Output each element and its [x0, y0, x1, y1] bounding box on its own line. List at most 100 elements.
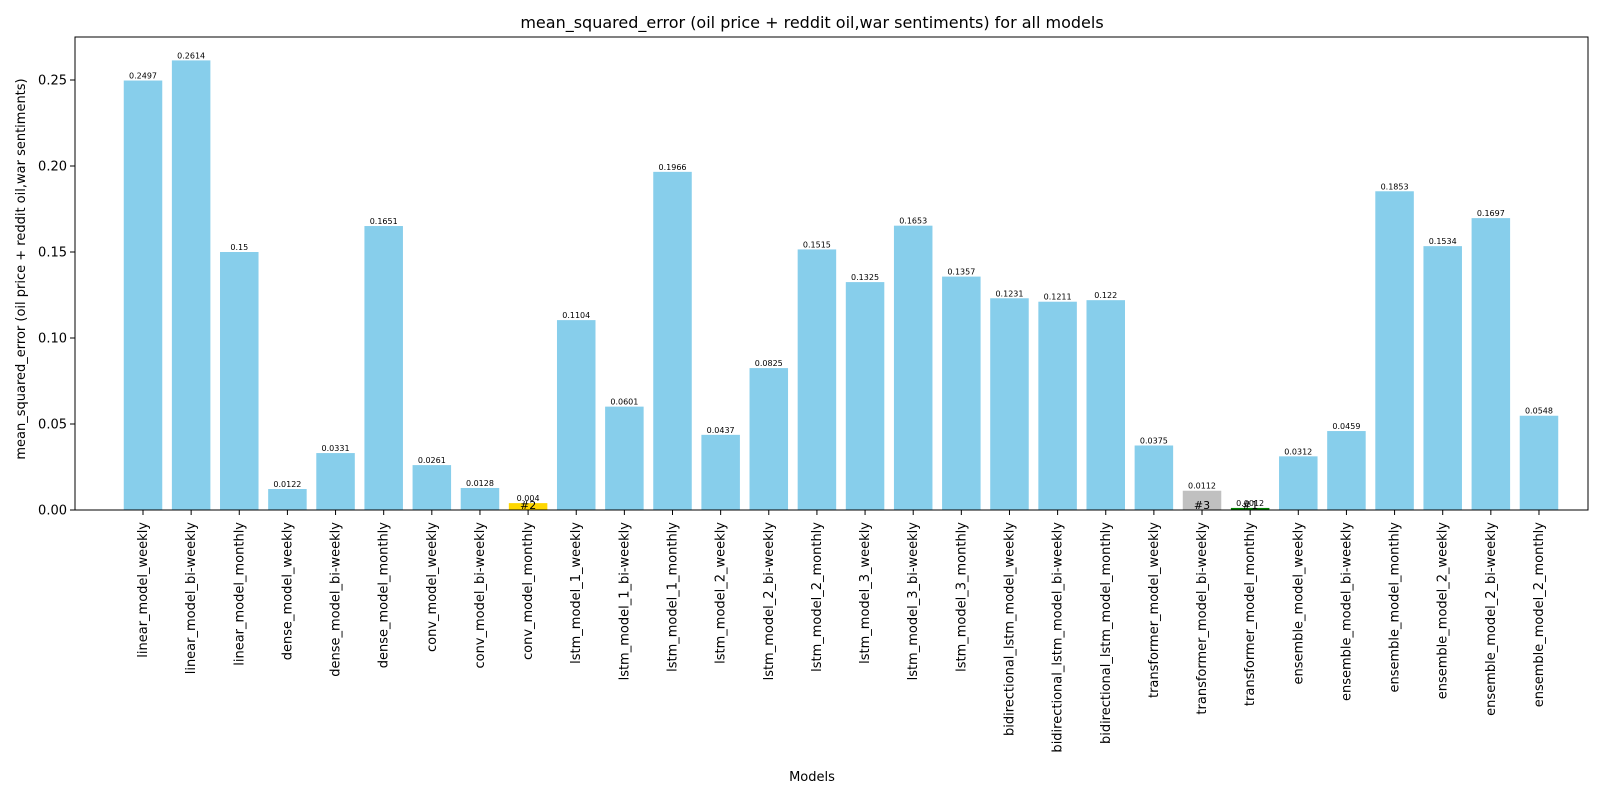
- data-label-ensemble_model_2_monthly: 0.0548: [1525, 407, 1553, 416]
- data-label-lstm_model_3_bi-weekly: 0.1653: [899, 217, 927, 226]
- data-label-ensemble_model_weekly: 0.0312: [1284, 447, 1312, 456]
- bar-conv_model_bi-weekly: [460, 487, 500, 510]
- x-tick-label-lstm_model_1_bi-weekly: lstm_model_1_bi-weekly: [617, 522, 632, 681]
- x-tick-label-lstm_model_3_bi-weekly: lstm_model_3_bi-weekly: [906, 522, 921, 681]
- data-label-ensemble_model_bi-weekly: 0.0459: [1332, 422, 1360, 431]
- x-tick-label-lstm_model_2_weekly: lstm_model_2_weekly: [714, 522, 729, 664]
- bars-group: [123, 60, 1559, 511]
- y-tick-label-0.10: 0.10: [38, 332, 67, 347]
- x-tick-label-conv_model_bi-weekly: conv_model_bi-weekly: [473, 522, 488, 669]
- x-tick-label-ensemble_model_weekly: ensemble_model_weekly: [1291, 522, 1306, 685]
- x-tick-label-linear_model_monthly: linear_model_monthly: [232, 522, 247, 666]
- x-tick-label-lstm_model_2_bi-weekly: lstm_model_2_bi-weekly: [762, 522, 777, 681]
- data-label-linear_model_monthly: 0.15: [230, 243, 248, 252]
- data-label-lstm_model_3_weekly: 0.1325: [851, 273, 879, 282]
- x-tick-label-lstm_model_1_weekly: lstm_model_1_weekly: [569, 522, 584, 664]
- y-tick-label-0.05: 0.05: [38, 418, 67, 433]
- x-tick-label-dense_model_weekly: dense_model_weekly: [280, 522, 295, 661]
- x-tick-label-bidirectional_lstm_model_monthly: bidirectional_lstm_model_monthly: [1099, 522, 1114, 744]
- bar-conv_model_monthly: [508, 503, 548, 510]
- data-label-lstm_model_1_weekly: 0.1104: [562, 311, 590, 320]
- data-label-lstm_model_3_monthly: 0.1357: [947, 268, 975, 277]
- x-tick-label-lstm_model_3_monthly: lstm_model_3_monthly: [954, 522, 969, 672]
- data-label-transformer_model_monthly: 0.0012: [1236, 499, 1264, 508]
- bar-lstm_model_1_weekly: [556, 320, 596, 510]
- bar-ensemble_model_2_monthly: [1519, 415, 1559, 510]
- x-tick-label-transformer_model_bi-weekly: transformer_model_bi-weekly: [1195, 522, 1210, 715]
- data-label-conv_model_bi-weekly: 0.0128: [466, 479, 494, 488]
- data-label-lstm_model_2_bi-weekly: 0.0825: [755, 359, 783, 368]
- bar-dense_model_bi-weekly: [316, 453, 355, 510]
- x-axis-label: Models: [789, 770, 835, 785]
- data-label-dense_model_weekly: 0.0122: [273, 480, 301, 489]
- bar-lstm_model_3_bi-weekly: [893, 225, 933, 510]
- y-tick-label-0.20: 0.20: [38, 160, 67, 175]
- data-label-lstm_model_2_monthly: 0.1515: [803, 240, 831, 249]
- data-label-linear_model_bi-weekly: 0.2614: [177, 51, 205, 60]
- data-label-lstm_model_1_monthly: 0.1966: [659, 163, 687, 172]
- rank-labels-group: #2 #3 #1: [520, 499, 1258, 512]
- data-label-lstm_model_2_weekly: 0.0437: [707, 426, 735, 435]
- x-tick-label-dense_model_bi-weekly: dense_model_bi-weekly: [329, 522, 344, 677]
- x-axis: linear_model_weekly linear_model_bi-weekl…: [136, 510, 1547, 753]
- bar-lstm_model_1_bi-weekly: [605, 406, 644, 510]
- bar-dense_model_monthly: [364, 226, 403, 510]
- bar-bidirectional_lstm_model_monthly: [1086, 300, 1125, 510]
- x-tick-label-ensemble_model_2_weekly: ensemble_model_2_weekly: [1436, 522, 1451, 700]
- data-label-conv_model_monthly: 0.004: [517, 494, 540, 503]
- rank-label-transformer_model_bi-weekly: #3: [1194, 499, 1210, 512]
- x-tick-label-lstm_model_1_monthly: lstm_model_1_monthly: [666, 522, 681, 672]
- x-tick-label-ensemble_model_2_bi-weekly: ensemble_model_2_bi-weekly: [1484, 522, 1499, 716]
- x-tick-label-linear_model_bi-weekly: linear_model_bi-weekly: [184, 522, 199, 675]
- x-tick-label-ensemble_model_monthly: ensemble_model_monthly: [1388, 522, 1403, 693]
- data-labels-group: 0.2497 0.2614 0.15 0.0122 0.0331 0.1651 0.0261…: [129, 51, 1553, 508]
- bar-lstm_model_3_weekly: [845, 282, 885, 510]
- x-tick-label-conv_model_weekly: conv_model_weekly: [425, 522, 440, 652]
- bar-transformer_model_weekly: [1134, 445, 1174, 510]
- data-label-linear_model_weekly: 0.2497: [129, 72, 157, 81]
- chart-title: mean_squared_error (oil price + reddit o…: [520, 13, 1103, 33]
- data-label-ensemble_model_2_bi-weekly: 0.1697: [1477, 209, 1505, 218]
- bar-lstm_model_2_weekly: [701, 434, 740, 510]
- bar-linear_model_weekly: [123, 80, 163, 511]
- bar-ensemble_model_bi-weekly: [1327, 431, 1366, 510]
- data-label-ensemble_model_monthly: 0.1853: [1381, 182, 1409, 191]
- y-axis-label: mean_squared_error (oil price + reddit o…: [14, 78, 29, 459]
- bar-ensemble_model_monthly: [1375, 191, 1414, 510]
- bar-lstm_model_1_monthly: [653, 171, 692, 510]
- x-tick-label-transformer_model_weekly: transformer_model_weekly: [1147, 522, 1162, 698]
- bar-lstm_model_3_monthly: [942, 276, 981, 510]
- data-label-bidirectional_lstm_model_bi-weekly: 0.1211: [1044, 293, 1072, 302]
- x-tick-label-linear_model_weekly: linear_model_weekly: [136, 522, 151, 658]
- bar-dense_model_weekly: [268, 489, 307, 510]
- bar-ensemble_model_weekly: [1279, 456, 1318, 510]
- rank-label-transformer_model_monthly: #1: [1242, 499, 1258, 512]
- data-label-dense_model_monthly: 0.1651: [370, 217, 398, 226]
- y-tick-label-0.00: 0.00: [38, 504, 67, 519]
- bar-linear_model_monthly: [220, 252, 259, 510]
- data-label-lstm_model_1_bi-weekly: 0.0601: [610, 398, 638, 407]
- plot-frame: [74, 36, 1589, 511]
- bar-lstm_model_2_bi-weekly: [749, 368, 789, 510]
- data-label-conv_model_weekly: 0.0261: [418, 456, 446, 465]
- x-tick-label-ensemble_model_bi-weekly: ensemble_model_bi-weekly: [1339, 522, 1354, 701]
- bar-bidirectional_lstm_model_bi-weekly: [1038, 301, 1077, 510]
- y-tick-label-0.15: 0.15: [38, 246, 67, 261]
- y-tick-label-0.25: 0.25: [38, 74, 67, 89]
- bar-conv_model_weekly: [412, 465, 452, 510]
- data-label-ensemble_model_2_weekly: 0.1534: [1429, 237, 1457, 246]
- x-tick-label-bidirectional_lstm_model_weekly: bidirectional_lstm_model_weekly: [1002, 522, 1017, 736]
- rank-label-conv_model_monthly: #2: [520, 499, 536, 512]
- bar-lstm_model_2_monthly: [797, 249, 837, 511]
- x-tick-label-bidirectional_lstm_model_bi-weekly: bidirectional_lstm_model_bi-weekly: [1051, 522, 1066, 753]
- data-label-transformer_model_bi-weekly: 0.0112: [1188, 482, 1216, 491]
- y-axis: 0.00 0.05 0.10 0.15 0.20 0.25: [38, 74, 75, 519]
- data-label-transformer_model_weekly: 0.0375: [1140, 437, 1168, 446]
- bar-transformer_model_bi-weekly: [1182, 490, 1222, 510]
- x-tick-label-lstm_model_2_monthly: lstm_model_2_monthly: [810, 522, 825, 672]
- bar-ensemble_model_2_bi-weekly: [1471, 218, 1511, 510]
- x-tick-label-ensemble_model_2_monthly: ensemble_model_2_monthly: [1532, 522, 1547, 708]
- bar-linear_model_bi-weekly: [171, 60, 211, 510]
